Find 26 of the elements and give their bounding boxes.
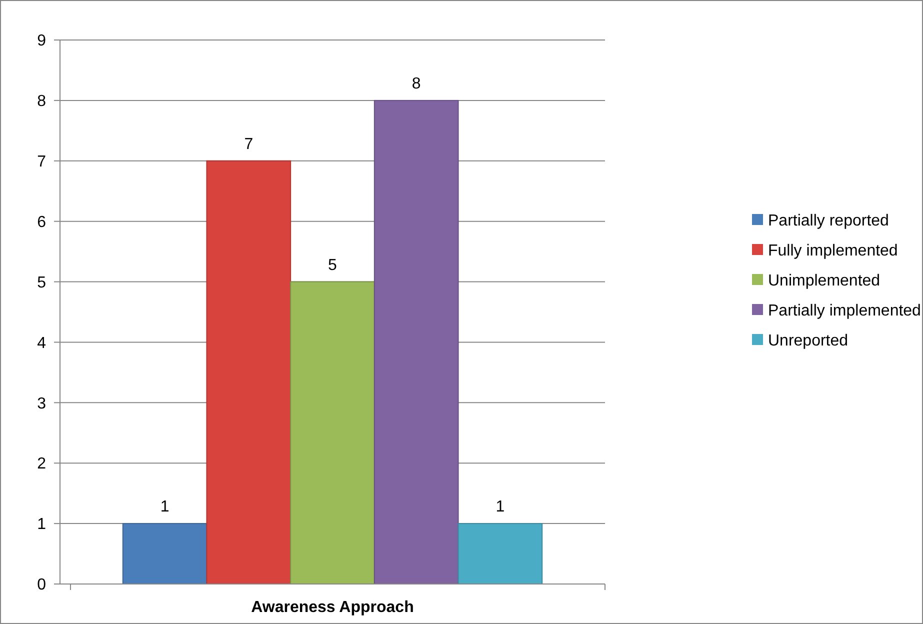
y-tick-label: 5 (37, 274, 46, 292)
x-tick-label: Awareness Approach (251, 599, 414, 616)
bar (290, 281, 375, 584)
y-tick-label: 4 (37, 334, 46, 352)
bar (122, 523, 208, 584)
bar (206, 160, 292, 584)
y-tick-label: 7 (37, 153, 46, 170)
bar (374, 100, 459, 584)
y-tick-label: 6 (37, 214, 46, 231)
data-label: 8 (412, 75, 421, 92)
bar (458, 523, 543, 584)
data-label: 1 (496, 498, 505, 516)
y-tick-label: 3 (37, 395, 46, 412)
legend-label: Unreported (768, 332, 848, 350)
data-label: 7 (244, 136, 254, 153)
y-tick-label: 2 (37, 456, 46, 473)
y-tick-label: 9 (37, 32, 46, 50)
legend-label: Unimplemented (768, 272, 880, 290)
legend-label: Fully implemented (768, 242, 898, 260)
y-tick-label: 8 (37, 93, 46, 110)
data-label: 5 (328, 256, 338, 274)
y-tick-label: 1 (37, 516, 46, 534)
data-label: 1 (160, 498, 170, 516)
y-tick-label: 0 (37, 576, 46, 594)
legend-label: Partially reported (768, 212, 889, 230)
legend-label: Partially implemented (768, 302, 921, 320)
